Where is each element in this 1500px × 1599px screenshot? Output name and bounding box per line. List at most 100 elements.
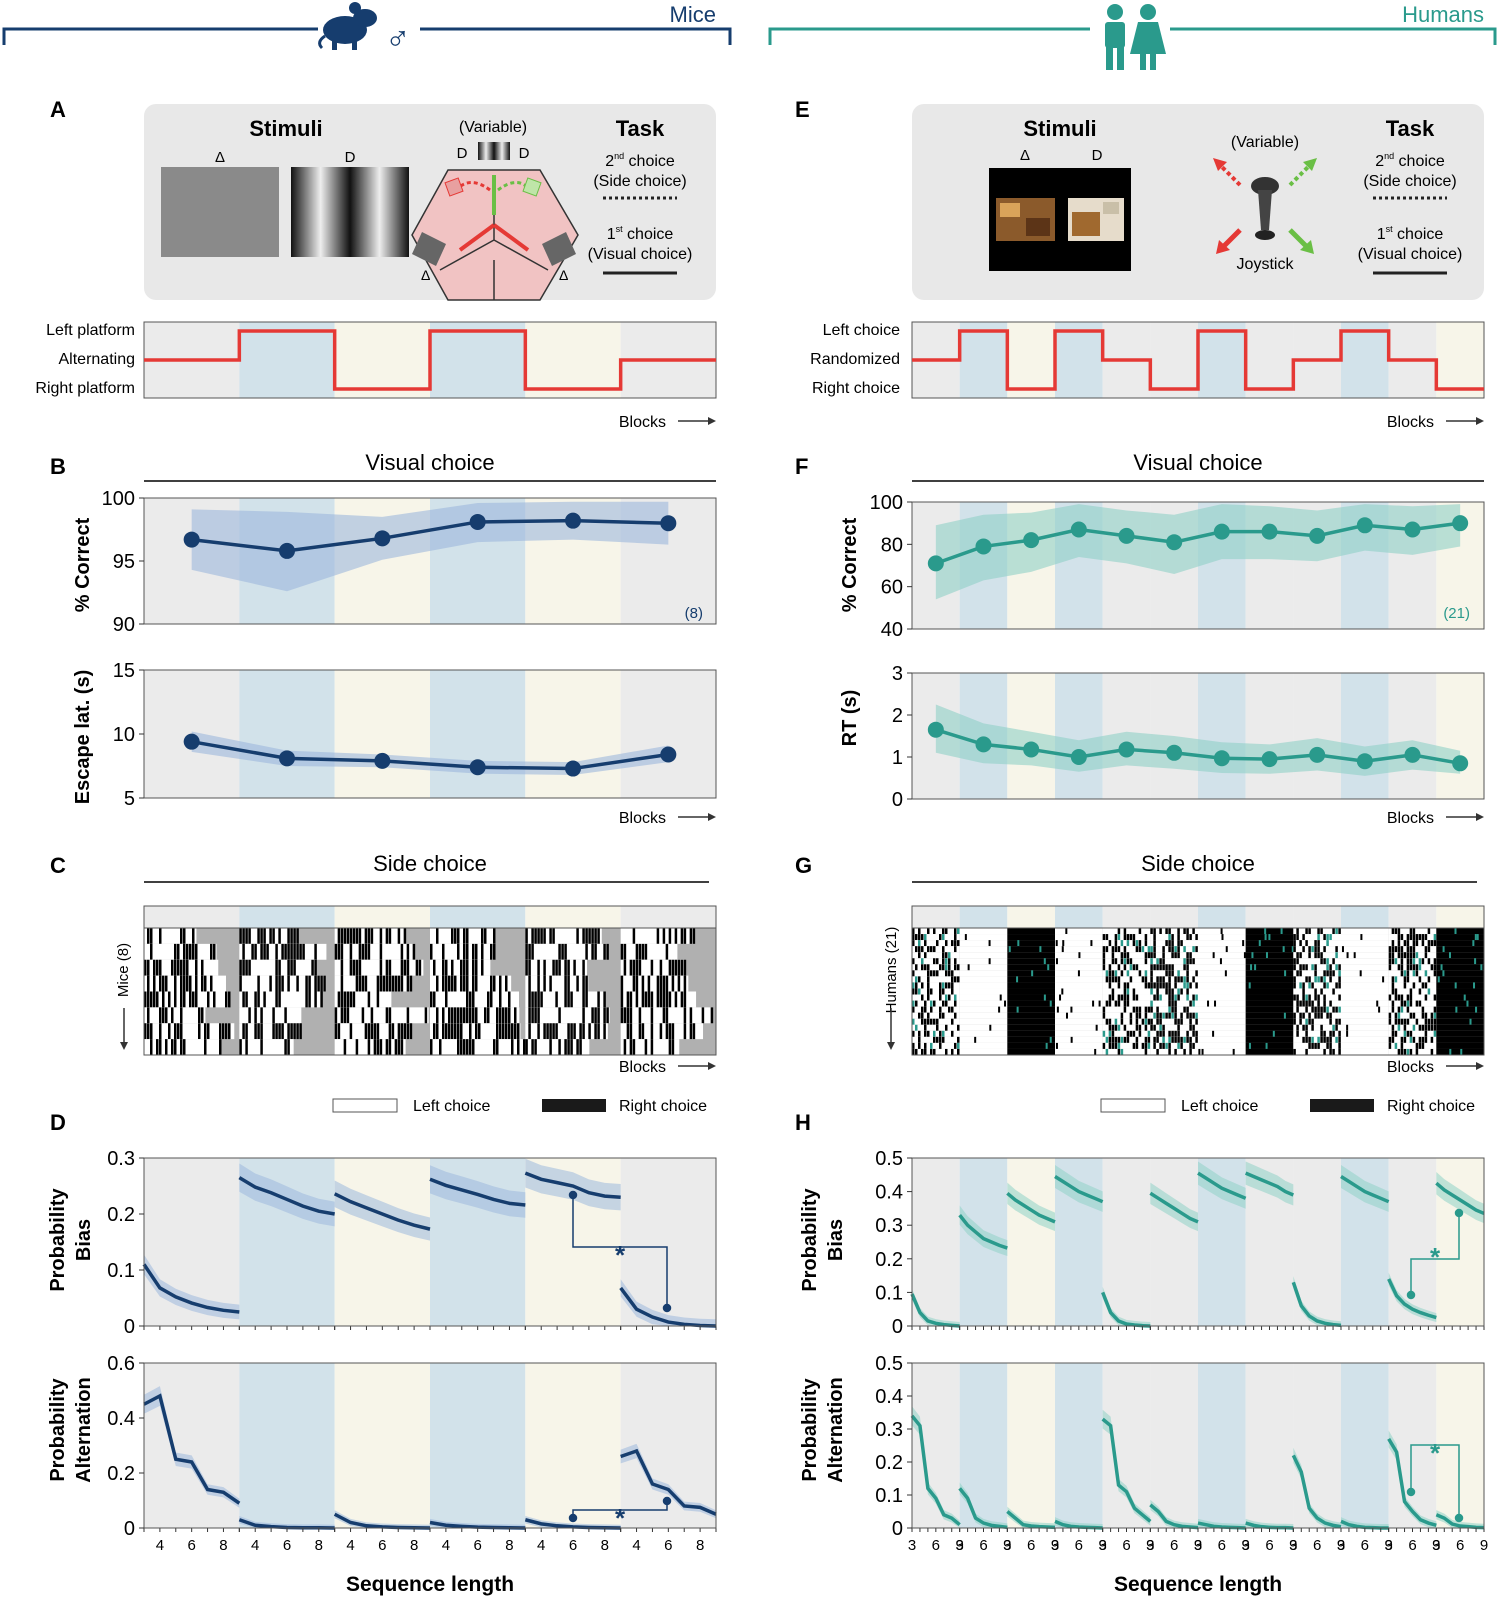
raster-tick bbox=[1388, 958, 1392, 965]
raster-tick bbox=[293, 928, 296, 944]
raster-tick bbox=[1418, 1024, 1422, 1031]
raster-tick bbox=[1293, 946, 1296, 953]
raster-tick bbox=[245, 928, 248, 944]
plot-frame bbox=[911, 1362, 1485, 1529]
raster-tick bbox=[1332, 1048, 1335, 1055]
raster-tick bbox=[311, 959, 314, 976]
raster-tick bbox=[263, 943, 266, 960]
raster-tick bbox=[1147, 1036, 1151, 1043]
raster-tick bbox=[1305, 1048, 1308, 1055]
raster-tick bbox=[1177, 940, 1180, 947]
raster-tick bbox=[1219, 958, 1222, 965]
raster-tick bbox=[1308, 1000, 1311, 1007]
raster-tick bbox=[1165, 982, 1168, 989]
h-alt-line bbox=[1387, 1437, 1437, 1528]
raster-tick bbox=[558, 959, 561, 976]
raster-tick bbox=[1323, 934, 1326, 941]
raster-tick bbox=[1108, 1024, 1112, 1031]
raster-tick bbox=[1168, 1048, 1171, 1055]
raster-tick bbox=[918, 934, 921, 941]
raster-tick bbox=[1135, 1036, 1139, 1043]
raster-row bbox=[1436, 1012, 1484, 1019]
raster-tick bbox=[1323, 1036, 1326, 1043]
raster-tick bbox=[1120, 970, 1124, 977]
raster-row bbox=[1198, 940, 1246, 947]
raster-row bbox=[959, 982, 1008, 989]
raster-tick bbox=[579, 1039, 582, 1055]
raster-tick bbox=[290, 928, 293, 944]
b-latency-point bbox=[469, 759, 486, 776]
raster-tick bbox=[385, 1007, 389, 1024]
raster-tick bbox=[1094, 1048, 1097, 1055]
raster-tick bbox=[1400, 970, 1404, 977]
raster-row bbox=[1198, 988, 1246, 995]
raster-tick bbox=[1174, 1006, 1177, 1013]
raster-tick bbox=[400, 959, 404, 976]
raster-tick bbox=[1171, 1012, 1174, 1019]
block-band bbox=[334, 1158, 430, 1326]
block-band bbox=[1293, 1158, 1341, 1326]
raster-tick bbox=[1305, 1030, 1308, 1037]
raster-tick bbox=[1378, 1006, 1381, 1013]
raster-row bbox=[1436, 982, 1484, 989]
h-bias-ci-band bbox=[1198, 1161, 1246, 1209]
schedule-line bbox=[144, 329, 716, 391]
raster-tick bbox=[942, 1036, 945, 1043]
raster-tick bbox=[1111, 988, 1115, 995]
raster-tick bbox=[945, 940, 948, 947]
h-bias-line bbox=[1291, 1281, 1342, 1328]
raster-tick bbox=[195, 991, 198, 1008]
raster-tick bbox=[954, 994, 957, 1001]
raster-tick bbox=[469, 1039, 472, 1055]
raster-tick bbox=[689, 928, 693, 944]
raster-tick bbox=[418, 959, 422, 976]
raster-tick bbox=[195, 943, 198, 960]
raster-tick bbox=[915, 1048, 918, 1055]
humans-title: Humans bbox=[1402, 2, 1484, 27]
block-band bbox=[1150, 1363, 1198, 1528]
raster-tick bbox=[1323, 982, 1326, 989]
raster-tick bbox=[1183, 1006, 1186, 1013]
raster-tick bbox=[1177, 976, 1180, 983]
ylabel-b2: Escape lat. (s) bbox=[72, 670, 94, 805]
raster-tick bbox=[1397, 1024, 1401, 1031]
raster-tick bbox=[558, 1039, 561, 1055]
raster-row bbox=[1007, 976, 1055, 983]
raster-row bbox=[1245, 1000, 1294, 1007]
raster-tick bbox=[1141, 1042, 1145, 1049]
raster-tick bbox=[570, 1023, 573, 1040]
first-choice: 1st choice bbox=[607, 224, 674, 243]
raster-tick bbox=[1265, 952, 1268, 959]
raster-tick bbox=[1105, 1036, 1109, 1043]
raster-tick bbox=[1126, 1036, 1130, 1043]
raster-tick bbox=[942, 928, 945, 935]
raster-tick bbox=[388, 928, 392, 944]
raster-tick bbox=[1159, 958, 1162, 965]
raster-tick bbox=[1406, 994, 1410, 1001]
raster-tick bbox=[1421, 1042, 1425, 1049]
raster-tick bbox=[144, 991, 147, 1008]
legend-mice: Left choice Right choice bbox=[332, 1098, 707, 1115]
raster-tick bbox=[370, 928, 374, 944]
raster-tick bbox=[272, 1023, 275, 1040]
raster-row bbox=[959, 1030, 1008, 1037]
raster-tick bbox=[278, 928, 281, 944]
raster-row bbox=[1436, 970, 1484, 977]
raster-tick bbox=[1403, 1048, 1407, 1055]
raster-tick bbox=[213, 991, 216, 1008]
raster-tick bbox=[159, 1023, 162, 1040]
raster-tick bbox=[1424, 970, 1428, 977]
f-accuracy-ci-band bbox=[935, 504, 1461, 600]
raster-tick bbox=[1329, 934, 1332, 941]
variable-label: (Variable) bbox=[459, 119, 527, 136]
raster-tick bbox=[1332, 958, 1335, 965]
raster-tick bbox=[1406, 940, 1410, 947]
raster-row bbox=[1102, 982, 1151, 989]
raster-tick bbox=[147, 1023, 150, 1040]
raster-tick bbox=[1314, 1012, 1317, 1019]
raster-tick bbox=[549, 928, 552, 944]
block-band bbox=[1341, 322, 1389, 398]
raster-tick bbox=[1111, 952, 1115, 959]
raster-tick bbox=[1433, 1012, 1437, 1019]
raster-tick bbox=[1400, 1006, 1404, 1013]
